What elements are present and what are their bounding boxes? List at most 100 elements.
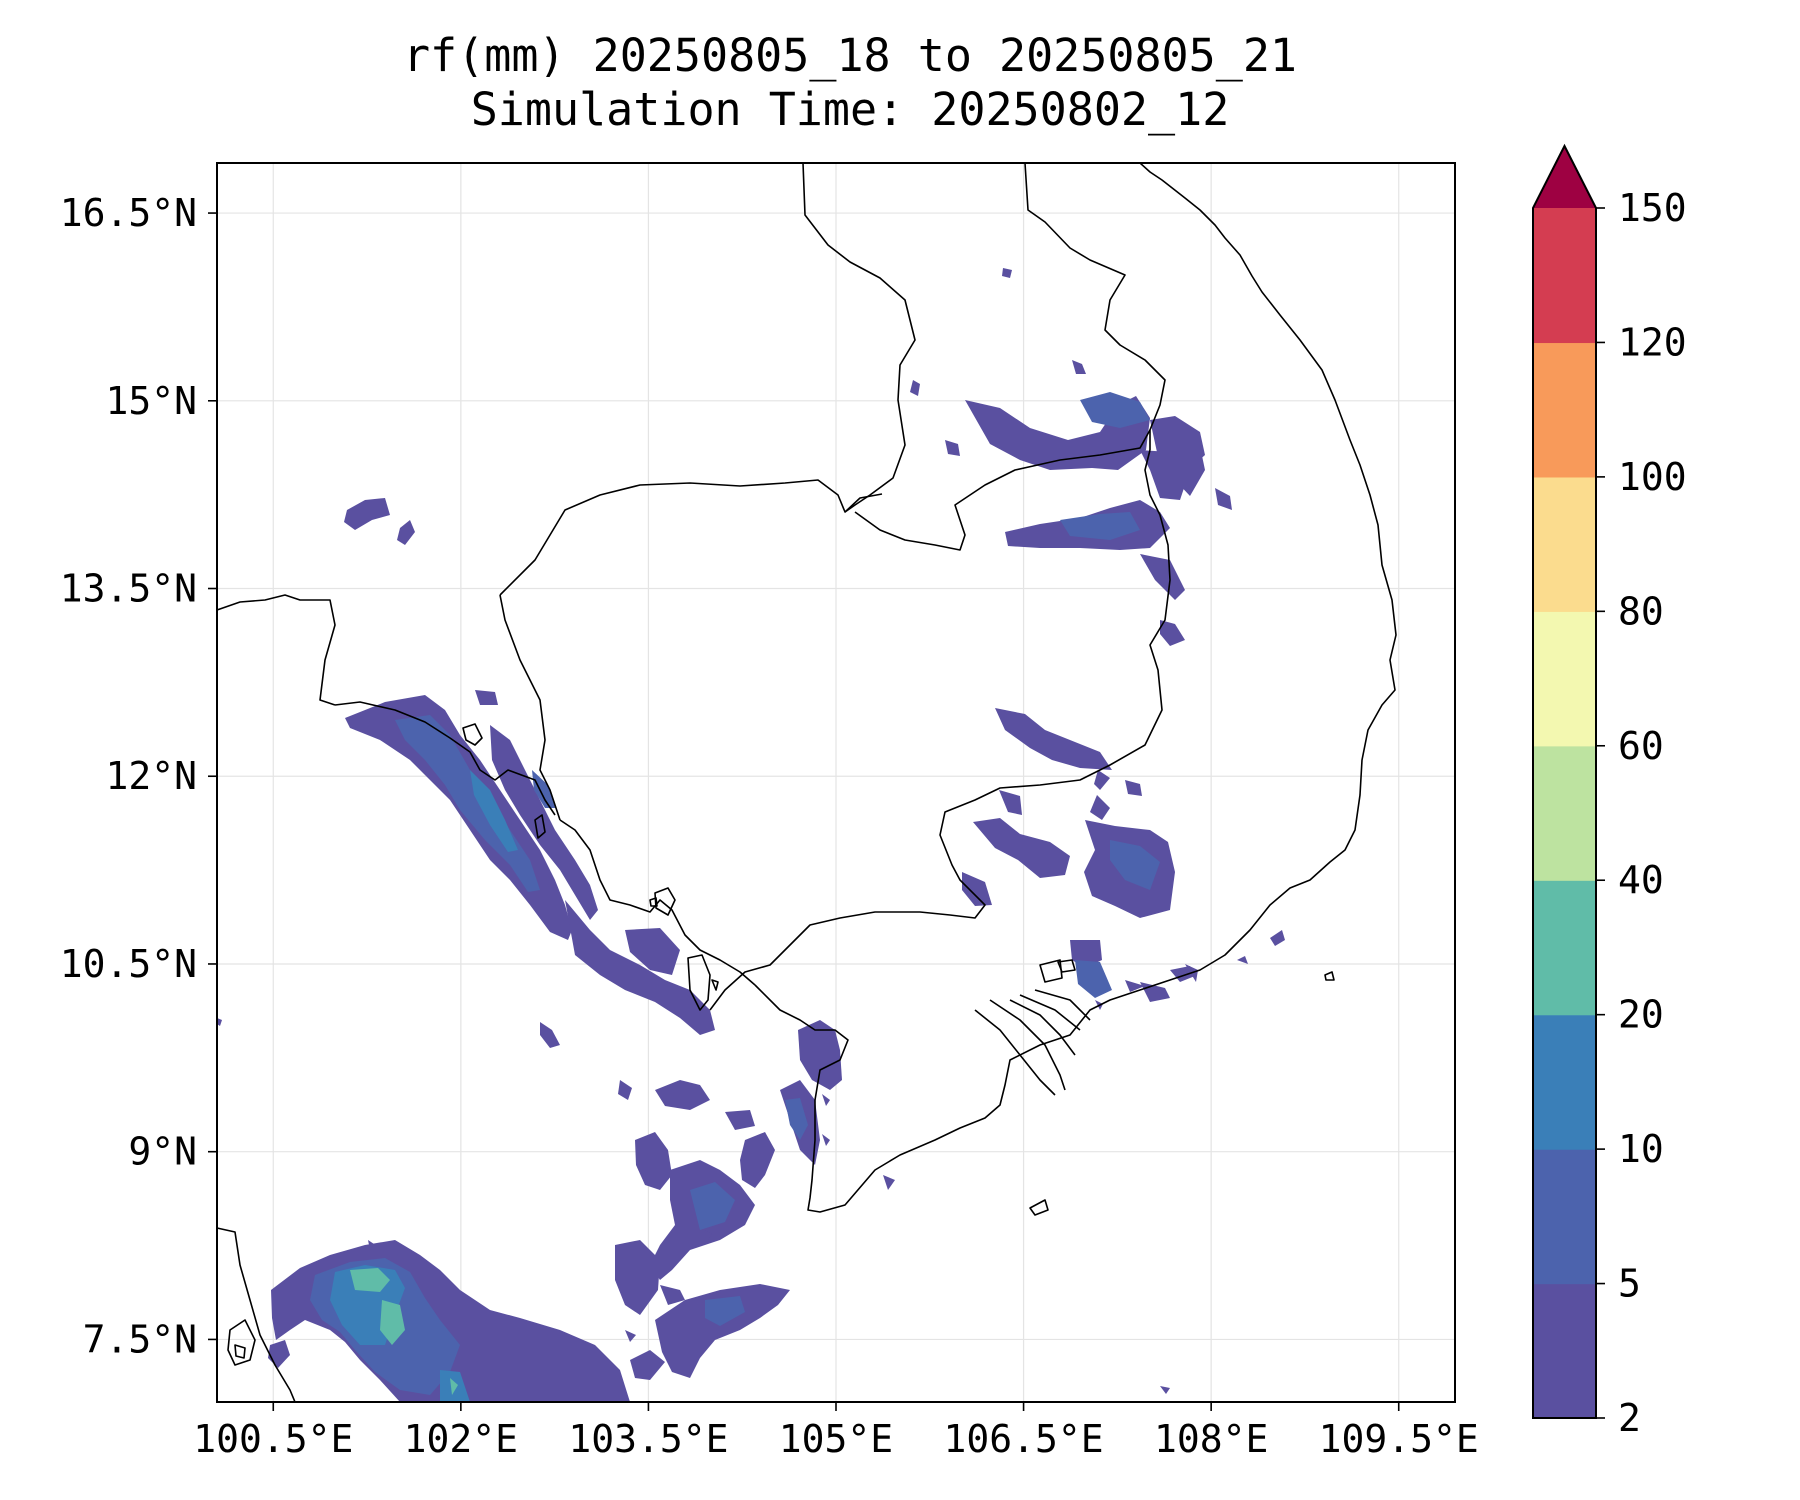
lat-tick-label: 12°N bbox=[105, 754, 197, 798]
coastline-segment bbox=[687, 954, 711, 1011]
lon-tick-label: 102°E bbox=[404, 1417, 518, 1461]
rain-area bbox=[785, 1098, 808, 1140]
rain-area bbox=[1080, 392, 1150, 428]
rain-area bbox=[962, 872, 992, 906]
axis-ticks: 100.5°E 102°E 103.5°E 105°E 106.5°E 108°E 109.… bbox=[60, 191, 1479, 1461]
colorbar-segment bbox=[1533, 476, 1596, 612]
colorbar-tick-label: 5 bbox=[1618, 1262, 1641, 1306]
coastline-segment bbox=[1324, 971, 1335, 981]
coastline-segment bbox=[499, 594, 561, 821]
rain-area bbox=[397, 520, 415, 545]
colorbar-tick-label: 60 bbox=[1618, 724, 1664, 768]
rain-area bbox=[1094, 770, 1110, 790]
rain-area bbox=[1125, 980, 1145, 992]
rain-area bbox=[565, 900, 715, 1035]
rain-area bbox=[1215, 488, 1232, 510]
rain-area bbox=[635, 1132, 672, 1190]
coastline-segment bbox=[227, 1319, 256, 1366]
rain-area bbox=[973, 818, 1070, 878]
rain-area bbox=[618, 1080, 632, 1100]
rain-area bbox=[1270, 930, 1285, 946]
graticule bbox=[217, 163, 1455, 1402]
rain-area bbox=[380, 1300, 405, 1345]
coastline-segment bbox=[334, 701, 556, 816]
lon-tick-label: 109.5°E bbox=[1319, 1417, 1479, 1461]
colorbar-tick-label: 80 bbox=[1618, 589, 1664, 633]
colorbar-tick-label: 10 bbox=[1618, 1127, 1664, 1171]
lon-tick-label: 108°E bbox=[1154, 1417, 1268, 1461]
colorbar-tick-label: 40 bbox=[1618, 858, 1664, 902]
rain-area bbox=[1075, 960, 1112, 998]
rain-area bbox=[1140, 554, 1185, 600]
rain-area bbox=[965, 396, 1150, 470]
rain-area bbox=[540, 1022, 560, 1048]
lat-tick-label: 7.5°N bbox=[83, 1317, 197, 1361]
coastline-segment bbox=[1029, 1199, 1049, 1216]
coastline-segment bbox=[1009, 999, 1076, 1056]
colorbar: 2 5 10 20 40 60 80 100 120 150 bbox=[1532, 143, 1687, 1440]
rain-area bbox=[450, 1378, 458, 1395]
rain-area bbox=[625, 1330, 636, 1342]
rain-area bbox=[740, 1132, 775, 1188]
coastline-segment bbox=[854, 429, 1151, 551]
rain-area bbox=[945, 440, 960, 456]
coastline-segment bbox=[709, 449, 1171, 1011]
colorbar-segment bbox=[1533, 880, 1596, 1016]
rainfall-field bbox=[217, 268, 1285, 1402]
rain-area bbox=[630, 1350, 665, 1380]
colorbar-segment bbox=[1533, 342, 1596, 478]
coastline-segment bbox=[754, 162, 1397, 1213]
rain-area bbox=[475, 690, 498, 705]
rain-area bbox=[217, 1018, 222, 1026]
coastline-segment bbox=[974, 1009, 1056, 1096]
colorbar-extend-arrow bbox=[1533, 146, 1596, 208]
coastline-segment bbox=[216, 594, 336, 706]
rain-area bbox=[883, 1175, 895, 1190]
colorbar-tick-label: 2 bbox=[1618, 1396, 1641, 1440]
rain-area bbox=[395, 715, 540, 892]
rain-area bbox=[995, 708, 1112, 770]
rain-area bbox=[344, 498, 390, 530]
lat-tick-label: 10.5°N bbox=[60, 942, 197, 986]
rain-area bbox=[705, 1230, 712, 1240]
rain-area bbox=[1125, 780, 1142, 796]
rain-area bbox=[1060, 512, 1140, 540]
colorbar-outline bbox=[1532, 143, 1597, 1419]
coastline-segment bbox=[534, 814, 546, 839]
coastline-segment bbox=[1057, 959, 1076, 973]
colorbar-segment bbox=[1533, 208, 1596, 344]
rain-area bbox=[798, 1020, 842, 1090]
coastline-segment bbox=[1034, 989, 1091, 1021]
colorbar-segment bbox=[1533, 1014, 1596, 1150]
rain-area bbox=[470, 770, 518, 852]
coastline-segment bbox=[649, 897, 658, 907]
colorbar-segment bbox=[1533, 1149, 1596, 1285]
coastline-segment bbox=[711, 979, 719, 991]
lat-tick-label: 15°N bbox=[105, 379, 197, 423]
rain-area bbox=[350, 1268, 390, 1292]
rain-area bbox=[1072, 360, 1086, 374]
rain-area bbox=[822, 1134, 830, 1146]
rain-area bbox=[1237, 956, 1248, 964]
rain-area bbox=[1160, 1386, 1170, 1394]
rain-area bbox=[345, 695, 572, 940]
rain-area bbox=[284, 1350, 290, 1358]
rain-area bbox=[690, 1182, 735, 1230]
colorbar-tick-label: 20 bbox=[1618, 993, 1664, 1037]
coastline-segment bbox=[1019, 994, 1081, 1031]
lon-tick-label: 103.5°E bbox=[568, 1417, 728, 1461]
rain-area bbox=[725, 1110, 755, 1130]
rain-area bbox=[999, 790, 1022, 815]
lon-tick-label: 105°E bbox=[779, 1417, 893, 1461]
coastline-segment bbox=[1024, 162, 1166, 450]
rain-area bbox=[660, 1285, 685, 1305]
coastline-segment bbox=[216, 1227, 296, 1403]
rain-area bbox=[625, 928, 680, 975]
rain-area bbox=[655, 1284, 790, 1378]
colorbar-tick-label: 100 bbox=[1618, 455, 1687, 499]
rain-area bbox=[532, 770, 556, 808]
coastline-segment bbox=[989, 999, 1066, 1091]
rain-area bbox=[368, 1240, 374, 1250]
